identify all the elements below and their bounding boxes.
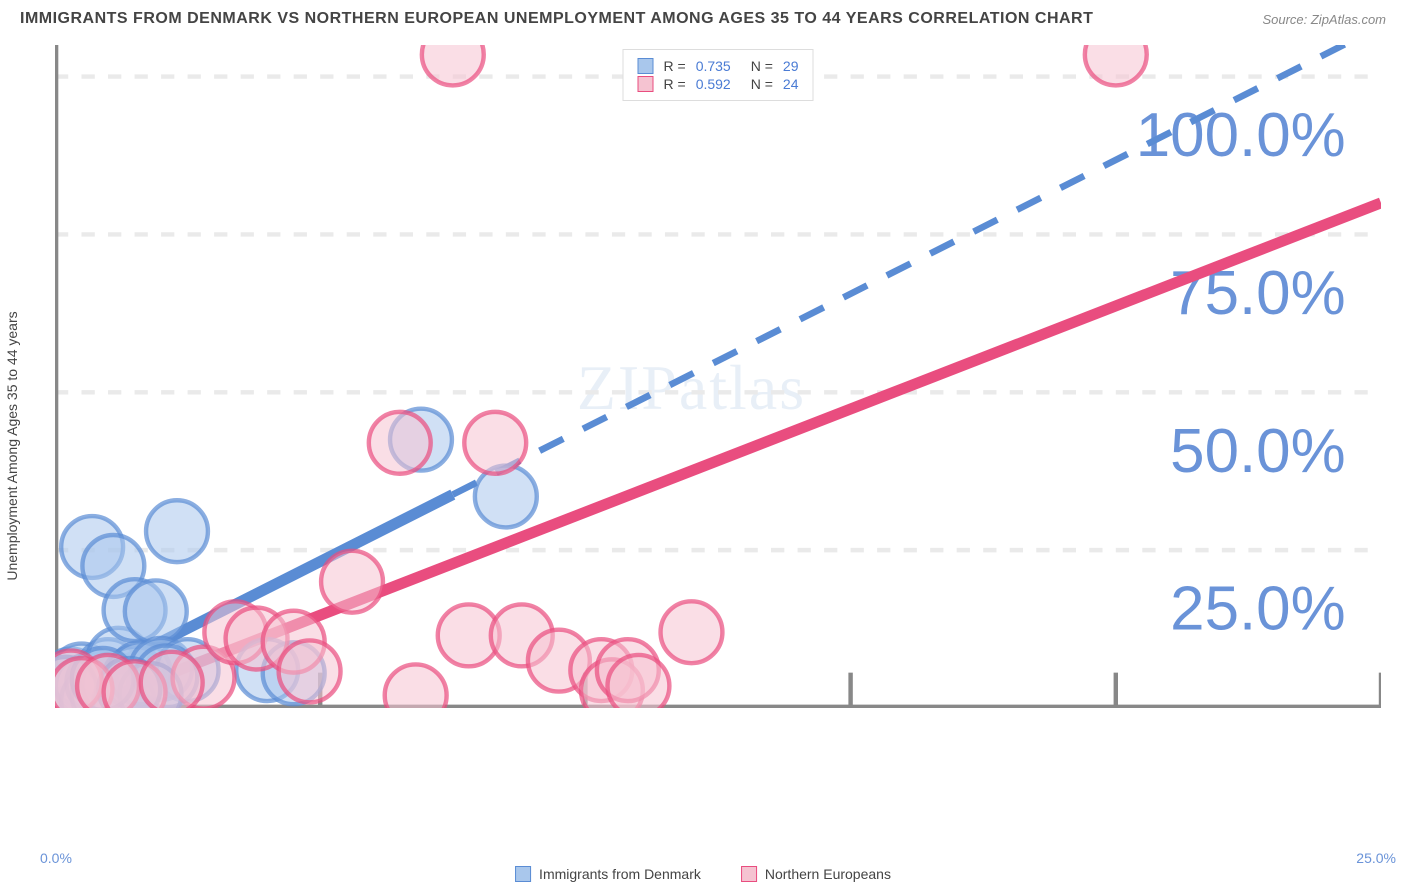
correlation-row: R = 0.735 N = 29 (638, 58, 799, 74)
legend-label: Northern Europeans (765, 866, 891, 882)
correlation-legend: R = 0.735 N = 29 R = 0.592 N = 24 (623, 49, 814, 101)
chart-plot-area: ZIPatlas 25.0%50.0%75.0%100.0% R = 0.735… (55, 45, 1381, 842)
svg-text:50.0%: 50.0% (1170, 417, 1345, 486)
n-label: N = (751, 76, 773, 92)
r-label: R = (664, 76, 686, 92)
series-legend: Immigrants from Denmark Northern Europea… (515, 866, 891, 882)
r-value: 0.592 (696, 76, 731, 92)
x-axis-max-label: 25.0% (1356, 850, 1396, 866)
legend-item: Northern Europeans (741, 866, 891, 882)
svg-text:25.0%: 25.0% (1170, 575, 1345, 644)
series-swatch (638, 58, 654, 74)
y-axis-label: Unemployment Among Ages 35 to 44 years (4, 311, 20, 580)
legend-label: Immigrants from Denmark (539, 866, 701, 882)
scatter-plot: 25.0%50.0%75.0%100.0% (55, 45, 1381, 708)
n-label: N = (751, 58, 773, 74)
n-value: 24 (783, 76, 799, 92)
legend-item: Immigrants from Denmark (515, 866, 701, 882)
n-value: 29 (783, 58, 799, 74)
correlation-row: R = 0.592 N = 24 (638, 76, 799, 92)
legend-swatch (741, 866, 757, 882)
r-value: 0.735 (696, 58, 731, 74)
source-attribution: Source: ZipAtlas.com (1262, 12, 1386, 27)
chart-title: IMMIGRANTS FROM DENMARK VS NORTHERN EURO… (20, 10, 1093, 28)
r-label: R = (664, 58, 686, 74)
x-axis-min-label: 0.0% (40, 850, 72, 866)
legend-swatch (515, 866, 531, 882)
series-swatch (638, 76, 654, 92)
